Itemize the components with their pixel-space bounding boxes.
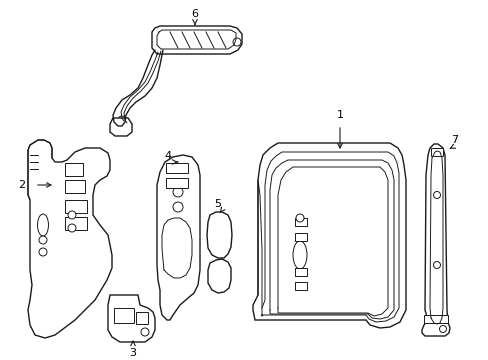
Bar — [165, 163, 187, 173]
Circle shape — [141, 328, 149, 336]
Circle shape — [433, 192, 440, 198]
Circle shape — [68, 211, 76, 219]
Bar — [65, 217, 87, 230]
Bar — [65, 200, 87, 213]
Circle shape — [118, 116, 126, 124]
Polygon shape — [207, 259, 230, 293]
Circle shape — [39, 236, 47, 244]
Bar — [294, 282, 306, 290]
Polygon shape — [252, 143, 405, 328]
Polygon shape — [157, 155, 200, 320]
Text: 4: 4 — [164, 151, 171, 161]
Text: 5: 5 — [214, 199, 221, 209]
Polygon shape — [206, 212, 231, 258]
Polygon shape — [110, 118, 132, 136]
Bar — [294, 233, 306, 241]
Polygon shape — [28, 140, 112, 338]
Circle shape — [433, 261, 440, 269]
Circle shape — [173, 202, 183, 212]
Circle shape — [173, 187, 183, 197]
Circle shape — [68, 224, 76, 232]
Bar — [136, 312, 148, 324]
Circle shape — [232, 38, 241, 46]
Bar — [423, 315, 447, 323]
Polygon shape — [421, 144, 449, 336]
Ellipse shape — [292, 241, 306, 269]
Circle shape — [295, 214, 304, 222]
Text: 2: 2 — [19, 180, 25, 190]
Polygon shape — [152, 26, 242, 54]
Circle shape — [39, 248, 47, 256]
Bar — [65, 180, 85, 193]
Bar — [114, 308, 134, 323]
Circle shape — [439, 325, 446, 333]
Text: 7: 7 — [450, 135, 458, 145]
Bar — [165, 178, 187, 188]
Text: 3: 3 — [129, 348, 136, 358]
Text: 1: 1 — [336, 110, 343, 120]
Ellipse shape — [38, 214, 48, 236]
Bar — [430, 148, 442, 156]
Bar — [65, 163, 83, 176]
Text: 6: 6 — [191, 9, 198, 19]
Polygon shape — [108, 295, 155, 342]
Bar — [294, 268, 306, 276]
Bar — [294, 218, 306, 226]
